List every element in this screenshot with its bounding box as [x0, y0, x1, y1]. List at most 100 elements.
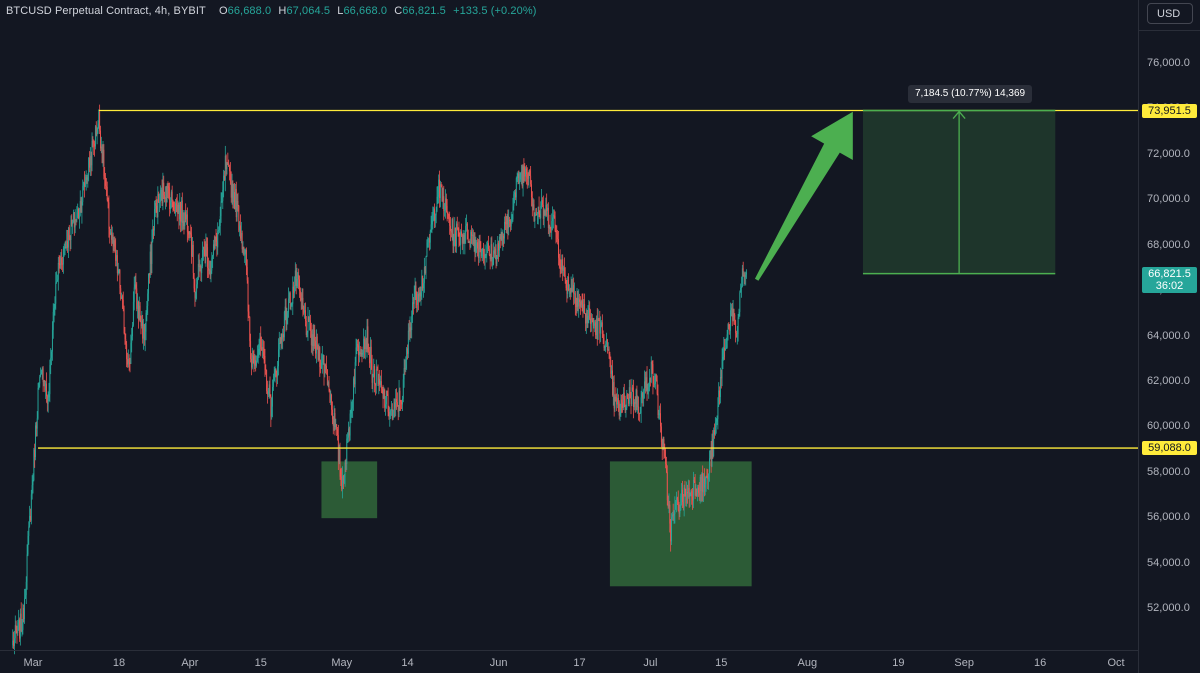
candle-body	[585, 313, 587, 324]
candle-body	[353, 378, 355, 385]
candle-body	[271, 406, 273, 417]
candle-body	[175, 203, 177, 205]
candle-body	[253, 355, 255, 366]
candle-body	[77, 208, 79, 213]
candle-body	[468, 242, 470, 244]
candle-body	[601, 322, 602, 327]
candle-body	[363, 338, 365, 353]
candle-body	[301, 297, 303, 301]
candle-body	[366, 326, 368, 350]
candle-body	[642, 393, 644, 399]
candle-body	[148, 273, 150, 294]
candle-body	[272, 380, 274, 387]
candle-body	[386, 390, 388, 394]
candle-body	[209, 269, 211, 276]
candle-body	[444, 210, 446, 212]
candle-body	[693, 480, 695, 482]
candle-body	[51, 329, 53, 352]
candle-body	[202, 246, 204, 250]
candle-body	[283, 311, 285, 338]
candle-body	[118, 270, 120, 273]
candle-body	[648, 387, 650, 391]
candle-body	[256, 360, 257, 366]
candle-body	[422, 275, 424, 289]
candle-body	[17, 622, 19, 633]
candle-body	[124, 333, 126, 340]
candle-body	[429, 231, 431, 243]
change-value: +133.5 (+0.20%)	[453, 5, 537, 17]
candle-body	[92, 140, 94, 142]
candle-body	[419, 292, 421, 297]
candle-body	[24, 598, 26, 620]
candle-body	[141, 320, 143, 327]
currency-button[interactable]: USD	[1147, 3, 1193, 24]
candle-body	[294, 270, 296, 286]
candle-body	[382, 388, 384, 399]
candle-body	[546, 204, 548, 212]
candle-body	[571, 287, 573, 292]
candle-body	[737, 317, 739, 334]
candle-body	[539, 213, 541, 218]
candle-body	[100, 146, 102, 149]
candle-body	[165, 197, 167, 203]
candle-body	[462, 234, 464, 244]
candle-body	[552, 217, 554, 222]
candle-body	[331, 394, 333, 410]
candle-body	[324, 364, 326, 375]
candle-body	[177, 204, 179, 213]
candle-body	[310, 320, 311, 331]
candle-body	[506, 215, 508, 225]
candle-body	[218, 230, 220, 232]
candle-body	[662, 439, 664, 450]
candle-body	[637, 406, 639, 408]
price-tick-label: 62,000.0	[1147, 374, 1190, 387]
candle-body	[224, 175, 225, 180]
candle-body	[359, 351, 361, 354]
candle-body	[520, 173, 521, 180]
candle-body	[46, 383, 47, 397]
candle-body	[320, 366, 322, 369]
symbol-legend[interactable]: BTCUSD Perpetual Contract, 4h, BYBIT O66…	[6, 5, 537, 17]
symbol-title[interactable]: BTCUSD Perpetual Contract, 4h, BYBIT	[6, 5, 206, 17]
candle-body	[251, 358, 252, 368]
candle-body	[688, 487, 690, 497]
candle-body	[569, 289, 571, 294]
time-axis[interactable]	[0, 650, 1138, 673]
candle-body	[509, 219, 511, 221]
candle-body	[130, 342, 132, 364]
candle-body	[261, 347, 263, 351]
candle-body	[714, 427, 716, 435]
candle-body	[562, 259, 564, 271]
candle-body	[541, 200, 543, 207]
candle-body	[698, 492, 700, 496]
candle-body	[62, 263, 63, 265]
candle-body	[216, 241, 218, 248]
candle-body	[508, 219, 510, 229]
candle-body	[262, 347, 264, 352]
candle-body	[163, 182, 165, 196]
candle-body	[669, 504, 671, 524]
candle-body	[336, 424, 338, 430]
candle-body	[157, 194, 159, 218]
candle-body	[207, 268, 209, 271]
candle-body	[485, 254, 487, 256]
candle-body	[398, 390, 400, 412]
candle-body	[57, 262, 59, 280]
candle-body	[246, 267, 248, 281]
candle-body	[466, 223, 467, 226]
candle-body	[27, 535, 29, 555]
candle-body	[632, 387, 634, 392]
candle-body	[626, 394, 628, 409]
candle-body	[266, 370, 268, 392]
candle-body	[110, 232, 112, 240]
candle-body	[644, 381, 646, 388]
candle-body	[452, 219, 454, 246]
candle-body	[268, 384, 270, 392]
candle-body	[523, 166, 525, 174]
candle-body	[175, 203, 176, 214]
candle-body	[701, 473, 703, 492]
candle-body	[524, 173, 526, 177]
candle-body	[337, 429, 338, 436]
